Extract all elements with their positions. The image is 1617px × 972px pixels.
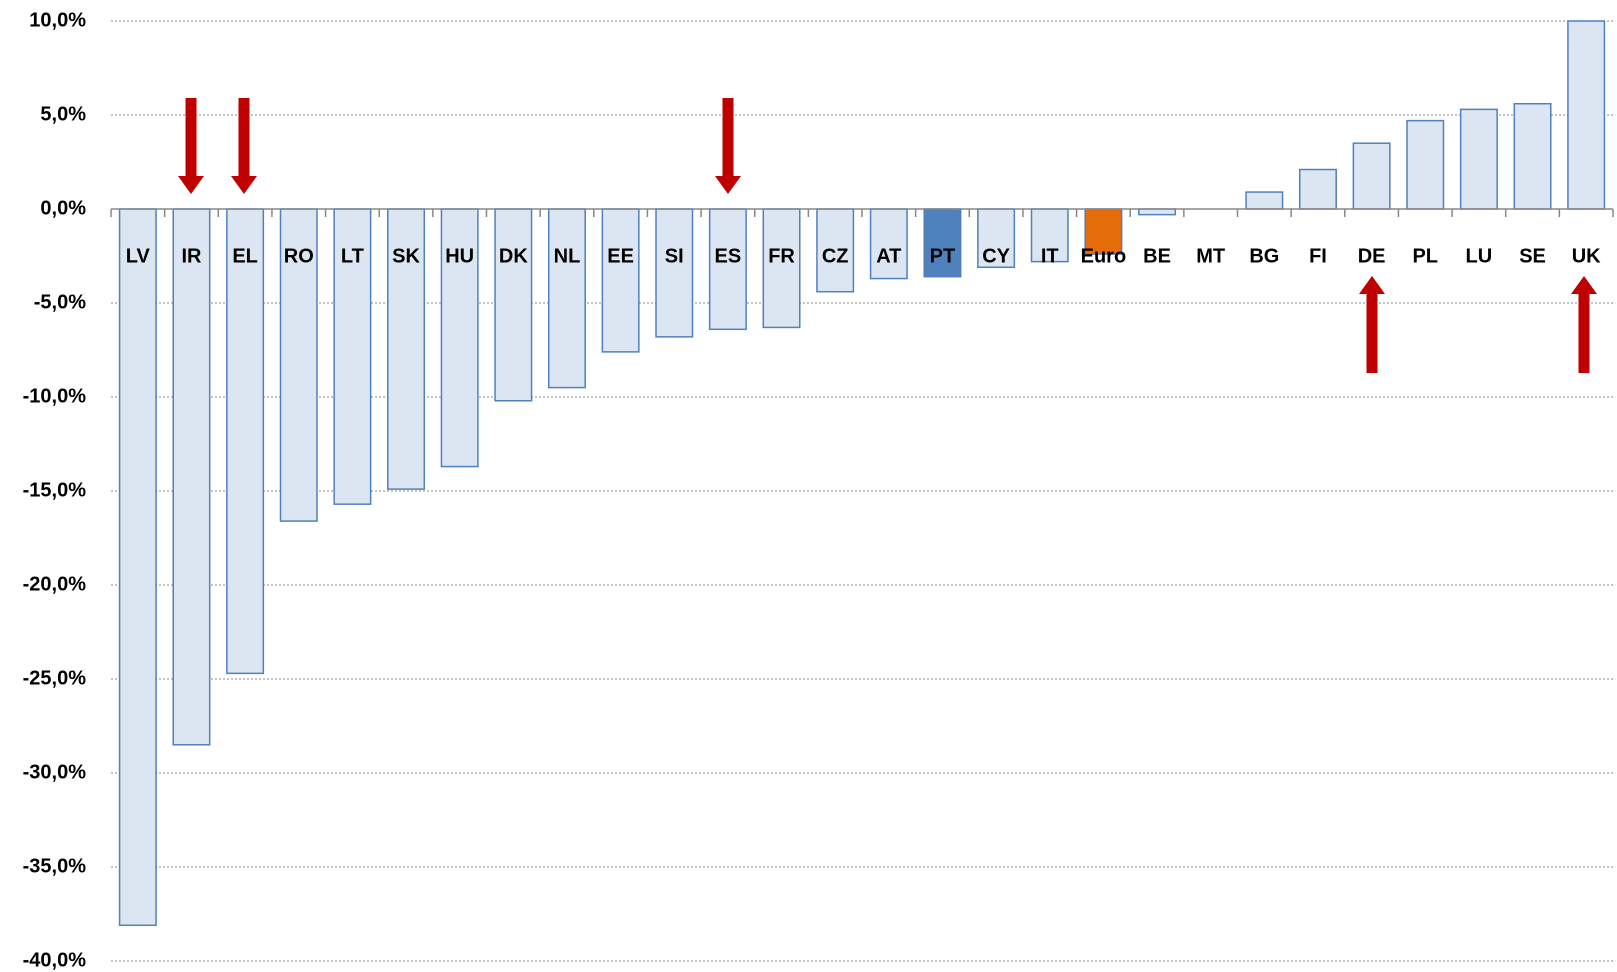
bar <box>1298 168 1337 210</box>
x-tick-label: SE <box>1519 245 1546 267</box>
x-tick-label: BG <box>1249 245 1279 267</box>
x-tick-label: LU <box>1466 245 1493 267</box>
bar <box>1084 208 1123 255</box>
x-tick-label: NL <box>554 245 581 267</box>
y-tick-label: -10,0% <box>23 385 87 407</box>
bar <box>279 208 318 522</box>
x-tick-label: SI <box>665 245 684 267</box>
y-tick-label: -20,0% <box>23 573 87 595</box>
bar <box>1513 102 1552 210</box>
y-tick-label: -5,0% <box>34 291 86 313</box>
x-tick-label: ES <box>715 245 742 267</box>
x-tick-label: FI <box>1309 245 1327 267</box>
bar <box>1567 20 1606 210</box>
arrows <box>178 98 1597 373</box>
bar <box>1406 119 1445 210</box>
x-tick-label: PL <box>1412 245 1438 267</box>
bar <box>494 208 533 402</box>
x-tick-label: AT <box>876 245 901 267</box>
bar <box>977 208 1016 269</box>
x-tick-label: DK <box>499 245 528 267</box>
arrow-down <box>178 98 204 194</box>
x-tick-label: HU <box>445 245 474 267</box>
bar <box>1459 108 1498 210</box>
x-tick-label: FR <box>768 245 795 267</box>
arrow-down <box>715 98 741 194</box>
bar <box>708 208 747 331</box>
bar <box>655 208 694 338</box>
bar <box>1352 142 1391 210</box>
bar <box>440 208 479 468</box>
y-tick-label: 5,0% <box>40 103 86 125</box>
y-tick-label: -35,0% <box>23 855 87 877</box>
bar <box>601 208 640 353</box>
x-tick-label: IT <box>1041 245 1059 267</box>
bar <box>1245 191 1284 210</box>
x-tick-label: Euro <box>1081 245 1127 267</box>
x-tick-label: LT <box>341 245 364 267</box>
bar <box>1030 208 1069 263</box>
y-tick-label: 0,0% <box>40 197 86 219</box>
bar <box>762 208 801 329</box>
bar <box>226 208 265 675</box>
x-tick-label: EE <box>607 245 634 267</box>
x-tick-label: UK <box>1572 245 1601 267</box>
y-tick-label: -25,0% <box>23 667 87 689</box>
y-tick-label: -40,0% <box>23 949 87 971</box>
bar <box>816 208 855 293</box>
bar <box>869 208 908 280</box>
x-tick-label: SK <box>392 245 420 267</box>
bar <box>172 208 211 746</box>
y-tick-label: 10,0% <box>29 9 86 31</box>
x-tick-label: LV <box>126 245 151 267</box>
bar <box>1138 208 1177 216</box>
x-tick-label: RO <box>284 245 314 267</box>
bar <box>118 208 157 927</box>
x-tick-label: EL <box>232 245 258 267</box>
y-tick-label: -30,0% <box>23 761 87 783</box>
x-tick-label: MT <box>1196 245 1225 267</box>
x-tick-label: PT <box>930 245 956 267</box>
bar <box>923 208 962 278</box>
x-tick-label: DE <box>1358 245 1386 267</box>
arrow-up <box>1359 276 1385 373</box>
bar <box>333 208 372 505</box>
x-tick-label: CY <box>982 245 1010 267</box>
y-tick-label: -15,0% <box>23 479 87 501</box>
x-tick-label: BE <box>1143 245 1171 267</box>
bar <box>547 208 586 389</box>
x-tick-label: IR <box>181 245 202 267</box>
x-tick-label: CZ <box>822 245 849 267</box>
arrow-up <box>1571 276 1597 373</box>
arrow-down <box>231 98 257 194</box>
